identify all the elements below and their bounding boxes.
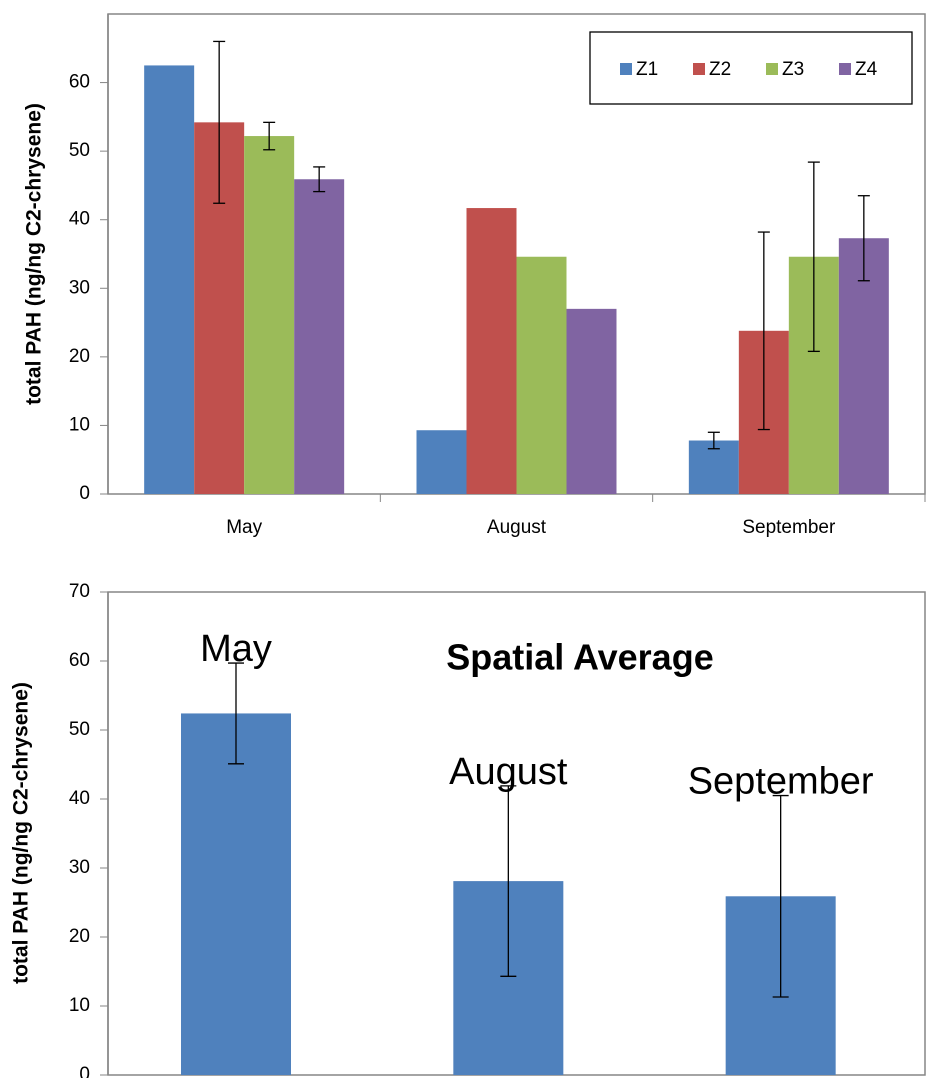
bar — [566, 308, 617, 494]
bar — [294, 179, 345, 494]
bar — [466, 208, 517, 495]
legend-label: Z3 — [782, 59, 804, 80]
y-axis-label: total PAH (ng/ng C2-chrysene) — [10, 682, 33, 984]
x-tick-label: May — [226, 517, 262, 538]
legend-box — [589, 31, 913, 105]
category-label: August — [449, 751, 568, 793]
x-tick-label: August — [487, 517, 547, 538]
y-tick-label: 30 — [69, 277, 90, 298]
category-label: May — [200, 628, 272, 670]
legend-swatch — [766, 63, 778, 75]
y-tick-label: 50 — [69, 140, 90, 161]
bar — [516, 256, 567, 494]
y-tick-label: 10 — [69, 414, 90, 435]
chart-title: Spatial Average — [446, 637, 713, 678]
y-tick-label: 30 — [69, 857, 90, 878]
legend-swatch — [693, 63, 705, 75]
y-axis-label: total PAH (ng/ng C2-chrysene) — [23, 103, 46, 405]
bar — [416, 430, 467, 494]
bar — [688, 440, 739, 494]
bar — [144, 65, 195, 494]
y-tick-label: 10 — [69, 995, 90, 1016]
legend-swatch — [620, 63, 632, 75]
y-tick-label: 60 — [69, 72, 90, 93]
bar — [244, 136, 295, 495]
category-label: September — [688, 761, 874, 803]
y-tick-label: 50 — [69, 719, 90, 740]
y-tick-label: 20 — [69, 926, 90, 947]
y-tick-label: 40 — [69, 209, 90, 230]
y-tick-label: 70 — [69, 581, 90, 602]
y-tick-label: 0 — [79, 1064, 90, 1078]
legend-swatch — [839, 63, 851, 75]
legend-label: Z4 — [855, 59, 878, 80]
bar — [180, 713, 291, 1075]
y-tick-label: 60 — [69, 650, 90, 671]
y-tick-label: 0 — [79, 483, 90, 504]
x-tick-label: September — [742, 517, 836, 538]
y-tick-label: 40 — [69, 788, 90, 809]
legend-label: Z2 — [709, 59, 731, 80]
y-tick-label: 20 — [69, 346, 90, 367]
legend-label: Z1 — [636, 59, 658, 80]
